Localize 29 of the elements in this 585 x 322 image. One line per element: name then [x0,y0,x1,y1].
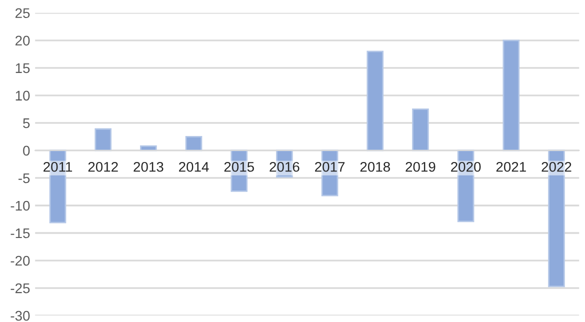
y-tick-label: 0 [23,146,30,156]
x-tick-label: 2022 [542,162,572,172]
x-tick-label: 2021 [496,162,526,172]
x-tick-label: 2013 [134,162,164,172]
x-tick-label: 2020 [451,162,481,172]
y-tick-label: -25 [10,283,30,294]
x-tick-label: 2018 [360,162,390,172]
x-tick-label: 2011 [44,162,72,172]
y-tick-label: 15 [16,63,30,74]
y-tick-label: 10 [16,90,30,101]
y-tick-label: -15 [10,228,30,238]
y-tick-label: -5 [18,173,30,184]
y-tick-label: -30 [10,310,30,321]
bar [185,136,202,152]
x-tick-label: 2012 [88,162,118,172]
bar [412,108,429,152]
y-tick-label: -20 [10,256,30,266]
bar [94,128,112,152]
bar [502,40,520,152]
y-tick-label: 20 [15,36,30,46]
y-tick-label: 25 [15,8,30,18]
x-tick-label: 2014 [179,162,209,172]
x-tick-label: 2016 [270,162,300,172]
bar [366,50,384,152]
x-tick-label: 2019 [406,162,436,172]
y-tick-label: 5 [23,118,30,128]
x-tick-label: 2015 [224,162,254,172]
x-tick-label: 2017 [315,162,345,172]
y-tick-label: -10 [10,200,30,211]
